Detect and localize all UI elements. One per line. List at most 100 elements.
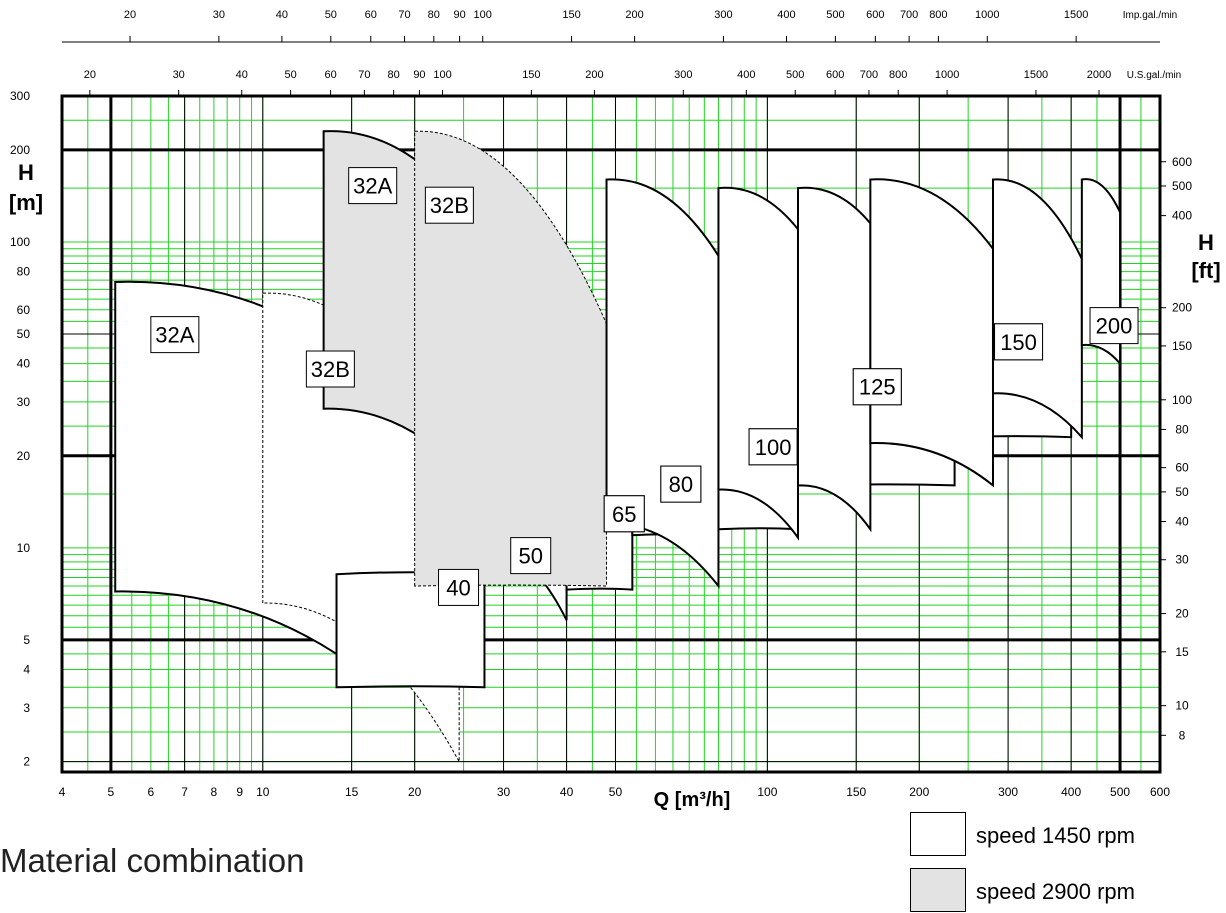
- top-axis-1-unit: Imp.gal./min: [1123, 10, 1177, 21]
- x-tick-label: 500: [1110, 785, 1130, 799]
- top-axis-2-tick-label: 80: [388, 69, 400, 81]
- pump-label-text: 40: [446, 575, 470, 600]
- x-axis-label: Q [m³/h]: [654, 789, 731, 811]
- top-axis-2-tick-label: 150: [522, 69, 540, 81]
- x-tick-label: 7: [181, 785, 188, 799]
- x-tick-label: 9: [236, 785, 243, 799]
- top-axis-2-tick-label: 40: [236, 69, 248, 81]
- pump-label-text: 150: [1000, 330, 1037, 355]
- pump-label-box: [603, 495, 645, 533]
- top-axis-2-tick-label: 600: [826, 69, 844, 81]
- y-left-axis-label-h: H: [18, 160, 34, 185]
- top-axis-1-tick-label: 90: [453, 9, 465, 21]
- legend-swatch-1450: [910, 812, 966, 856]
- x-tick-label: 15: [345, 785, 359, 799]
- y-right-tick-label: 20: [1175, 607, 1189, 621]
- top-axis-2-tick-label: 30: [173, 69, 185, 81]
- x-tick-label: 8: [211, 785, 218, 799]
- top-axis-1-tick-label: 30: [213, 9, 225, 21]
- y-right-tick-label: 40: [1175, 515, 1189, 529]
- pump-label-box: [424, 186, 474, 224]
- pump-label-box: [1089, 307, 1139, 345]
- pump-label-box: [510, 537, 552, 575]
- y-left-tick-label: 2: [23, 755, 30, 769]
- y-right-tick-label: 500: [1172, 179, 1192, 193]
- pump-label-box: [438, 568, 480, 606]
- top-axis-1-tick-label: 1500: [1064, 9, 1088, 21]
- pump-label-text: 200: [1096, 314, 1133, 339]
- top-axis-1-tick-label: 300: [714, 9, 732, 21]
- top-axis-1-tick-label: 400: [777, 9, 795, 21]
- y-left-tick-label: 80: [17, 265, 31, 279]
- pump-label-text: 32B: [311, 357, 350, 382]
- pump-label-text: 32B: [430, 193, 469, 218]
- legend-swatch-2900: [910, 868, 966, 912]
- pump-label-box: [348, 167, 398, 205]
- x-tick-label: 300: [998, 785, 1018, 799]
- x-tick-label: 20: [408, 785, 422, 799]
- top-axis-1-tick-label: 700: [900, 9, 918, 21]
- top-axis-2-tick-label: 60: [324, 69, 336, 81]
- top-axis-1-tick-label: 60: [365, 9, 377, 21]
- y-left-tick-label: 20: [17, 449, 31, 463]
- top-axis-1-tick-label: 80: [428, 9, 440, 21]
- y-right-tick-label: 80: [1175, 422, 1189, 436]
- x-tick-label: 5: [108, 785, 115, 799]
- legend-label-1450: speed 1450 rpm: [976, 823, 1135, 848]
- y-right-axis-label-h: H: [1198, 230, 1214, 255]
- top-axis-2-tick-label: 300: [674, 69, 692, 81]
- top-axis-2-unit: U.S.gal./min: [1127, 70, 1181, 81]
- pump-label-box: [994, 323, 1044, 361]
- pump-label-box: [150, 316, 200, 354]
- y-right-tick-label: 600: [1172, 155, 1192, 169]
- pump-label-text: 32A: [155, 323, 194, 348]
- y-right-tick-label: 60: [1175, 461, 1189, 475]
- y-left-tick-label: 60: [17, 303, 31, 317]
- top-axis-1-tick-label: 800: [929, 9, 947, 21]
- top-axis-2-tick-label: 20: [84, 69, 96, 81]
- pump-label-box: [852, 368, 902, 406]
- pump-area-32B: [414, 130, 608, 587]
- pump-areas: [114, 130, 1122, 762]
- y-left-tick-label: 200: [10, 143, 30, 157]
- x-tick-label: 100: [757, 785, 777, 799]
- y-left-tick-label: 4: [23, 663, 30, 677]
- x-tick-label: 10: [256, 785, 270, 799]
- y-right-tick-label: 100: [1172, 393, 1192, 407]
- pump-label-text: 50: [518, 544, 542, 569]
- top-axis-2-tick-label: 90: [413, 69, 425, 81]
- top-axis-2-tick-label: 1000: [935, 69, 959, 81]
- y-left-tick-label: 50: [17, 327, 31, 341]
- y-right-tick-label: 10: [1175, 699, 1189, 713]
- y-right-tick-label: 150: [1172, 339, 1192, 353]
- plot-frame: [60, 94, 1162, 774]
- top-axis-2-tick-label: 500: [786, 69, 804, 81]
- y-left-tick-label: 10: [17, 541, 31, 555]
- y-left-tick-label: 5: [23, 633, 30, 647]
- top-axis-1-tick-label: 50: [325, 9, 337, 21]
- chart-axes: 4 5 6 7 8 9 10 15 20 30 40 50 100 150 200 300 400 500 600 Q…: [9, 9, 1221, 811]
- x-tick-label: 50: [609, 785, 623, 799]
- x-tick-label: 200: [909, 785, 929, 799]
- y-right-tick-label: 30: [1175, 553, 1189, 567]
- pump-label-text: 100: [755, 435, 792, 460]
- x-tick-label: 150: [846, 785, 866, 799]
- pump-labels: 32A32B4050658010012515032A32B65801001251…: [150, 167, 1139, 606]
- top-axis-1-tick-label: 200: [625, 9, 643, 21]
- pump-label-text: 65: [612, 502, 636, 527]
- top-axis-2-tick-label: 1500: [1024, 69, 1048, 81]
- pump-label-box: [660, 465, 702, 503]
- top-axis-1-tick-label: 600: [866, 9, 884, 21]
- top-axis-2-tick-label: 200: [585, 69, 603, 81]
- top-axis-2-tick-label: 100: [433, 69, 451, 81]
- y-right-tick-label: 200: [1172, 301, 1192, 315]
- y-left-tick-label: 30: [17, 395, 31, 409]
- pump-area-80: [717, 186, 799, 541]
- top-axis-1-tick-label: 40: [276, 9, 288, 21]
- y-right-tick-label: 400: [1172, 209, 1192, 223]
- top-axis-1-tick-label: 500: [826, 9, 844, 21]
- top-axis-1-tick-label: 1000: [975, 9, 999, 21]
- x-tick-label: 400: [1061, 785, 1081, 799]
- top-axis-2-tick-label: 70: [358, 69, 370, 81]
